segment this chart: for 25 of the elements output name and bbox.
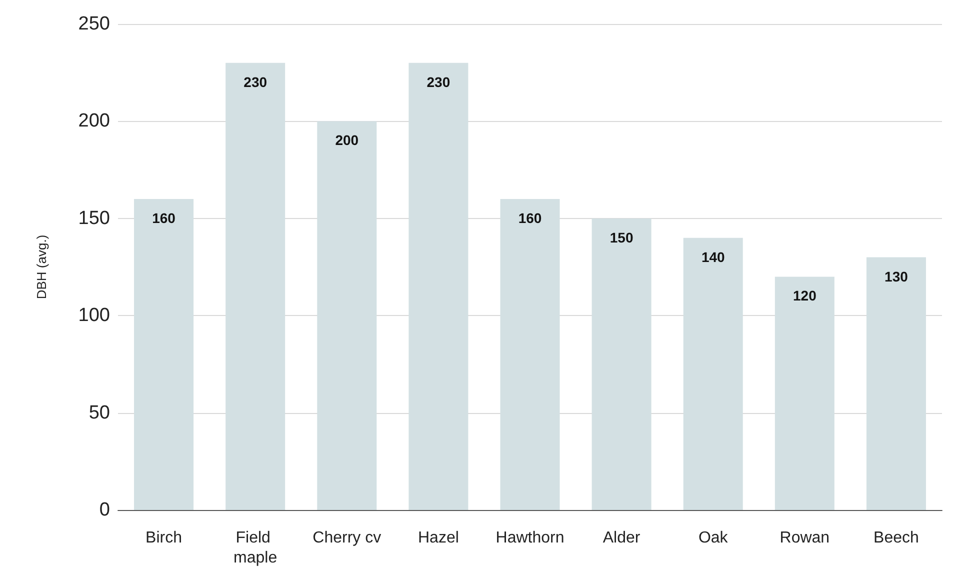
data-label: 230 <box>244 74 268 90</box>
x-tick-label: Hawthorn <box>496 530 564 546</box>
x-tick-label: Oak <box>698 530 729 546</box>
y-tick-label: 0 <box>99 500 110 520</box>
data-label: 160 <box>152 210 176 226</box>
y-tick-label: 50 <box>88 402 110 424</box>
x-tick-label: Alder <box>602 530 641 546</box>
x-tick-label: Cherry cv <box>312 530 382 546</box>
data-label: 150 <box>610 229 634 246</box>
data-label: 120 <box>792 288 817 304</box>
data-label: 140 <box>701 248 726 265</box>
y-tick-label: 250 <box>78 14 110 34</box>
y-tick-label: 150 <box>78 208 110 229</box>
y-tick-label: 200 <box>78 110 110 132</box>
data-label: 200 <box>335 132 359 148</box>
x-tick-label: Rowan <box>780 530 830 546</box>
data-label: 230 <box>426 74 450 90</box>
x-tick-label: Birch <box>146 530 182 546</box>
x-tick-label: Hazel <box>418 530 459 546</box>
x-tick-label: Field maple <box>234 530 278 566</box>
y-axis-title: DBH (avg.) <box>34 234 49 300</box>
x-tick-label: Beech <box>874 530 919 546</box>
y-tick-label: 100 <box>78 305 110 326</box>
data-label: 160 <box>518 210 542 226</box>
data-label: 130 <box>884 268 908 284</box>
